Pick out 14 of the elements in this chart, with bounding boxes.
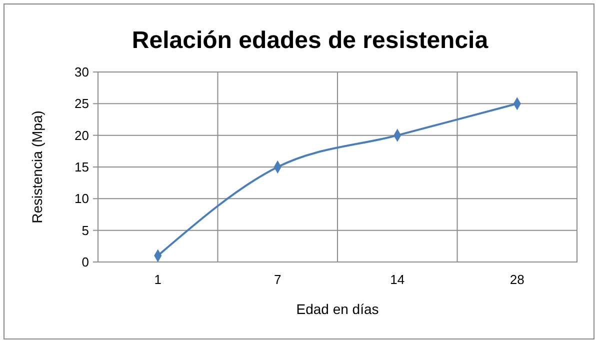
y-axis-title: Resistencia (Mpa) [29,110,45,224]
y-tick-label: 0 [82,254,89,270]
y-tick-label: 20 [74,128,89,143]
chart-title: Relación edades de resistencia [132,27,489,54]
y-tick-label: 15 [74,160,89,175]
x-tick-label: 14 [390,272,405,287]
x-tick-label: 28 [510,272,524,287]
y-tick-label: 25 [74,96,89,112]
y-tick-label: 10 [74,191,89,206]
x-tick-label: 7 [274,272,282,287]
x-axis-title: Edad en días [296,301,379,317]
y-tick-label: 5 [82,222,89,238]
y-tick-label: 30 [74,64,89,80]
x-tick-label: 1 [154,272,162,287]
